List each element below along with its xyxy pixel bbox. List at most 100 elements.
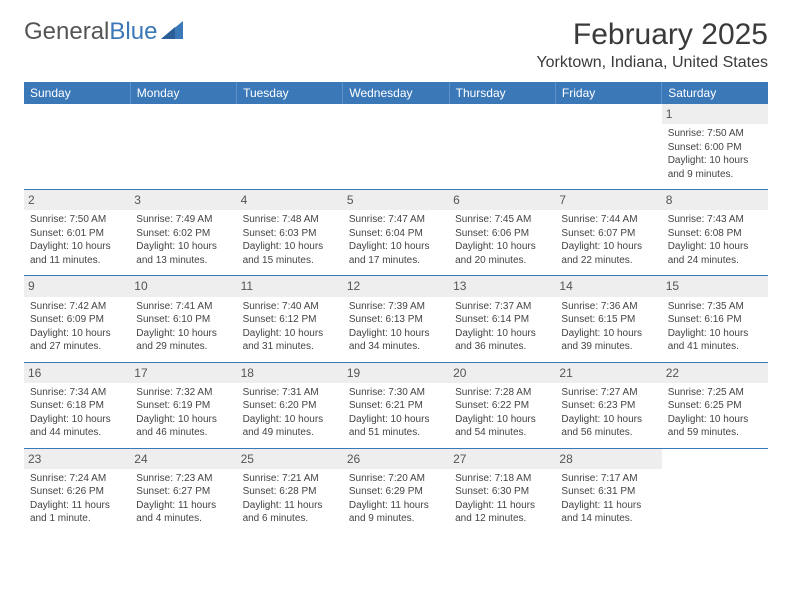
- day-cell: [130, 104, 236, 190]
- calendar-table: SundayMondayTuesdayWednesdayThursdayFrid…: [24, 82, 768, 534]
- day-cell: [24, 104, 130, 190]
- sunset-text: Sunset: 6:28 PM: [243, 485, 337, 499]
- brand-name-1: General: [24, 18, 109, 46]
- sunrise-text: Sunrise: 7:44 AM: [561, 213, 655, 227]
- week-row: 2Sunrise: 7:50 AMSunset: 6:01 PMDaylight…: [24, 190, 768, 276]
- day-number: 5: [343, 190, 449, 210]
- sunrise-text: Sunrise: 7:27 AM: [561, 386, 655, 400]
- sunrise-text: Sunrise: 7:42 AM: [30, 300, 124, 314]
- day-cell: 8Sunrise: 7:43 AMSunset: 6:08 PMDaylight…: [662, 190, 768, 276]
- day-cell: 18Sunrise: 7:31 AMSunset: 6:20 PMDayligh…: [237, 362, 343, 448]
- title-block: February 2025 Yorktown, Indiana, United …: [536, 18, 768, 72]
- day-number: 14: [555, 276, 661, 296]
- day-cell: 1Sunrise: 7:50 AMSunset: 6:00 PMDaylight…: [662, 104, 768, 190]
- sunset-text: Sunset: 6:07 PM: [561, 227, 655, 241]
- day-cell: 20Sunrise: 7:28 AMSunset: 6:22 PMDayligh…: [449, 362, 555, 448]
- daylight-text: Daylight: 10 hours and 34 minutes.: [349, 327, 443, 354]
- daylight-text: Daylight: 11 hours and 9 minutes.: [349, 499, 443, 526]
- daylight-text: Daylight: 10 hours and 46 minutes.: [136, 413, 230, 440]
- daylight-text: Daylight: 10 hours and 39 minutes.: [561, 327, 655, 354]
- sunrise-text: Sunrise: 7:34 AM: [30, 386, 124, 400]
- day-number: 12: [343, 276, 449, 296]
- day-number: 28: [555, 449, 661, 469]
- sunset-text: Sunset: 6:22 PM: [455, 399, 549, 413]
- location-text: Yorktown, Indiana, United States: [536, 54, 768, 72]
- daylight-text: Daylight: 10 hours and 15 minutes.: [243, 240, 337, 267]
- day-cell: [555, 104, 661, 190]
- daylight-text: Daylight: 10 hours and 20 minutes.: [455, 240, 549, 267]
- day-number: 26: [343, 449, 449, 469]
- daylight-text: Daylight: 10 hours and 31 minutes.: [243, 327, 337, 354]
- sunset-text: Sunset: 6:23 PM: [561, 399, 655, 413]
- daylight-text: Daylight: 10 hours and 36 minutes.: [455, 327, 549, 354]
- daylight-text: Daylight: 11 hours and 4 minutes.: [136, 499, 230, 526]
- sunset-text: Sunset: 6:21 PM: [349, 399, 443, 413]
- day-number: 10: [130, 276, 236, 296]
- sunrise-text: Sunrise: 7:32 AM: [136, 386, 230, 400]
- sunset-text: Sunset: 6:18 PM: [30, 399, 124, 413]
- day-cell: 2Sunrise: 7:50 AMSunset: 6:01 PMDaylight…: [24, 190, 130, 276]
- sunset-text: Sunset: 6:19 PM: [136, 399, 230, 413]
- sunset-text: Sunset: 6:09 PM: [30, 313, 124, 327]
- brand-logo: GeneralBlue: [24, 18, 183, 46]
- sunrise-text: Sunrise: 7:39 AM: [349, 300, 443, 314]
- day-cell: 9Sunrise: 7:42 AMSunset: 6:09 PMDaylight…: [24, 276, 130, 362]
- day-cell: 14Sunrise: 7:36 AMSunset: 6:15 PMDayligh…: [555, 276, 661, 362]
- day-cell: 22Sunrise: 7:25 AMSunset: 6:25 PMDayligh…: [662, 362, 768, 448]
- sunrise-text: Sunrise: 7:36 AM: [561, 300, 655, 314]
- weekday-header: Saturday: [662, 82, 768, 104]
- day-cell: 4Sunrise: 7:48 AMSunset: 6:03 PMDaylight…: [237, 190, 343, 276]
- sunrise-text: Sunrise: 7:17 AM: [561, 472, 655, 486]
- sunrise-text: Sunrise: 7:49 AM: [136, 213, 230, 227]
- day-cell: 12Sunrise: 7:39 AMSunset: 6:13 PMDayligh…: [343, 276, 449, 362]
- daylight-text: Daylight: 10 hours and 56 minutes.: [561, 413, 655, 440]
- day-number: 23: [24, 449, 130, 469]
- sunset-text: Sunset: 6:02 PM: [136, 227, 230, 241]
- brand-name-2: Blue: [109, 18, 157, 46]
- day-number: 6: [449, 190, 555, 210]
- weekday-header: Thursday: [449, 82, 555, 104]
- day-number: 20: [449, 363, 555, 383]
- calendar-body: 1Sunrise: 7:50 AMSunset: 6:00 PMDaylight…: [24, 104, 768, 534]
- weekday-header: Sunday: [24, 82, 130, 104]
- sunrise-text: Sunrise: 7:47 AM: [349, 213, 443, 227]
- day-cell: 13Sunrise: 7:37 AMSunset: 6:14 PMDayligh…: [449, 276, 555, 362]
- day-cell: 10Sunrise: 7:41 AMSunset: 6:10 PMDayligh…: [130, 276, 236, 362]
- day-cell: [343, 104, 449, 190]
- daylight-text: Daylight: 10 hours and 11 minutes.: [30, 240, 124, 267]
- day-cell: 5Sunrise: 7:47 AMSunset: 6:04 PMDaylight…: [343, 190, 449, 276]
- day-cell: 24Sunrise: 7:23 AMSunset: 6:27 PMDayligh…: [130, 448, 236, 534]
- daylight-text: Daylight: 10 hours and 29 minutes.: [136, 327, 230, 354]
- daylight-text: Daylight: 10 hours and 17 minutes.: [349, 240, 443, 267]
- sunrise-text: Sunrise: 7:45 AM: [455, 213, 549, 227]
- sunset-text: Sunset: 6:03 PM: [243, 227, 337, 241]
- sunrise-text: Sunrise: 7:30 AM: [349, 386, 443, 400]
- sunset-text: Sunset: 6:06 PM: [455, 227, 549, 241]
- daylight-text: Daylight: 10 hours and 13 minutes.: [136, 240, 230, 267]
- day-number: 24: [130, 449, 236, 469]
- day-number: 1: [662, 104, 768, 124]
- weekday-header: Tuesday: [237, 82, 343, 104]
- day-number: 22: [662, 363, 768, 383]
- weekday-header: Monday: [130, 82, 236, 104]
- weekday-header: Friday: [555, 82, 661, 104]
- daylight-text: Daylight: 10 hours and 22 minutes.: [561, 240, 655, 267]
- daylight-text: Daylight: 10 hours and 49 minutes.: [243, 413, 337, 440]
- day-cell: 16Sunrise: 7:34 AMSunset: 6:18 PMDayligh…: [24, 362, 130, 448]
- sunset-text: Sunset: 6:30 PM: [455, 485, 549, 499]
- sunset-text: Sunset: 6:08 PM: [668, 227, 762, 241]
- day-number: 21: [555, 363, 661, 383]
- sunrise-text: Sunrise: 7:24 AM: [30, 472, 124, 486]
- week-row: 23Sunrise: 7:24 AMSunset: 6:26 PMDayligh…: [24, 448, 768, 534]
- day-number: 15: [662, 276, 768, 296]
- daylight-text: Daylight: 10 hours and 51 minutes.: [349, 413, 443, 440]
- day-cell: 28Sunrise: 7:17 AMSunset: 6:31 PMDayligh…: [555, 448, 661, 534]
- weekday-header-row: SundayMondayTuesdayWednesdayThursdayFrid…: [24, 82, 768, 104]
- day-number: 3: [130, 190, 236, 210]
- day-number: 9: [24, 276, 130, 296]
- daylight-text: Daylight: 10 hours and 41 minutes.: [668, 327, 762, 354]
- day-number: 27: [449, 449, 555, 469]
- sunrise-text: Sunrise: 7:40 AM: [243, 300, 337, 314]
- day-number: 17: [130, 363, 236, 383]
- sunset-text: Sunset: 6:00 PM: [668, 141, 762, 155]
